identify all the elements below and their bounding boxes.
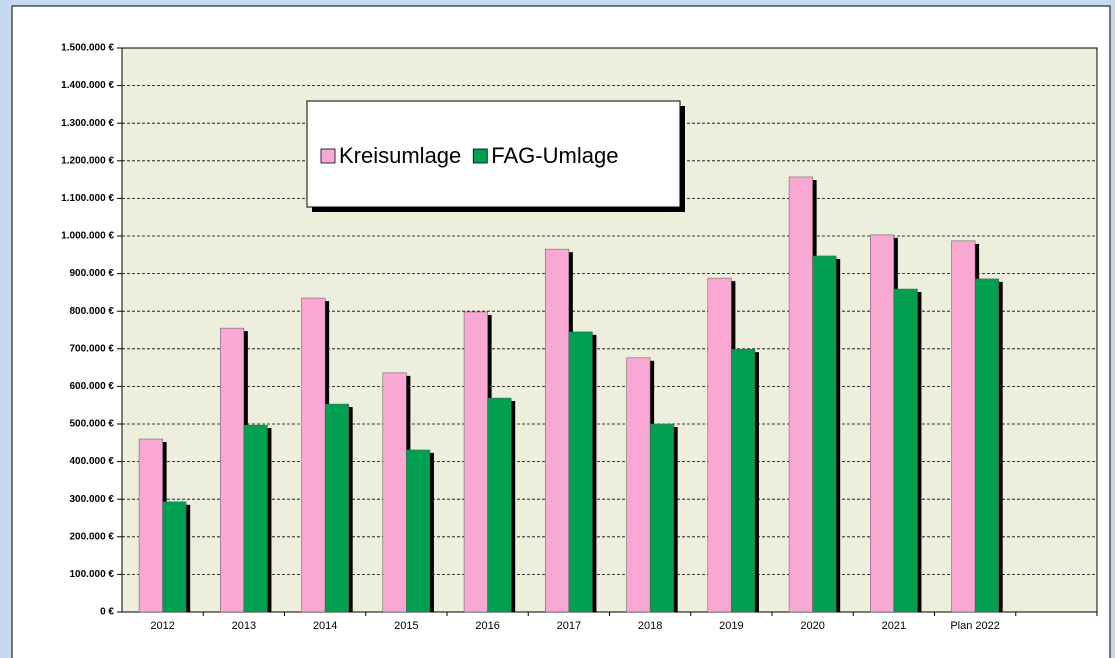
y-tick-label: 100.000 € — [70, 569, 115, 580]
bar — [162, 501, 187, 613]
x-tick-label: 2012 — [150, 620, 174, 632]
y-tick-label: 600.000 € — [70, 381, 115, 392]
x-tick-label: 2017 — [557, 620, 581, 632]
y-tick-label: 1.200.000 € — [61, 155, 114, 166]
x-tick-label: 2014 — [313, 620, 337, 632]
y-tick-label: 1.300.000 € — [61, 118, 114, 129]
legend — [306, 100, 681, 208]
y-tick-label: 0 € — [100, 607, 114, 618]
bar — [893, 288, 918, 613]
bar — [870, 234, 895, 613]
y-tick-label: 700.000 € — [70, 343, 115, 354]
y-tick-label: 900.000 € — [70, 268, 115, 279]
x-tick-label: 2021 — [882, 620, 906, 632]
bar — [788, 176, 813, 613]
bar — [220, 327, 245, 613]
bar — [974, 278, 999, 613]
y-tick-label: 1.100.000 € — [61, 193, 114, 204]
bar — [324, 403, 349, 613]
bar — [406, 449, 431, 613]
bar — [951, 240, 976, 613]
x-tick-label: 2015 — [394, 620, 418, 632]
x-tick-label: 2018 — [638, 620, 662, 632]
x-tick-label: 2016 — [475, 620, 499, 632]
bar — [731, 348, 756, 613]
x-tick-label: 2019 — [719, 620, 743, 632]
legend-label: FAG-Umlage — [491, 143, 618, 168]
y-tick-label: 1.400.000 € — [61, 80, 114, 91]
bar — [382, 372, 407, 613]
y-tick-label: 500.000 € — [70, 419, 115, 430]
x-tick-label: 2013 — [232, 620, 256, 632]
y-tick-label: 300.000 € — [70, 494, 115, 505]
bar — [568, 331, 593, 613]
y-tick-label: 1.500.000 € — [61, 43, 114, 54]
bar — [626, 357, 651, 613]
y-tick-label: 400.000 € — [70, 456, 115, 467]
y-tick-label: 800.000 € — [70, 306, 115, 317]
bar — [812, 255, 837, 613]
bar — [545, 248, 570, 613]
legend-swatch — [320, 148, 336, 164]
x-tick-label: Plan 2022 — [950, 620, 1000, 632]
bar — [138, 438, 163, 613]
legend-label: Kreisumlage — [339, 143, 461, 168]
bar — [649, 423, 674, 613]
y-tick-label: 1.000.000 € — [61, 231, 114, 242]
bar — [707, 277, 732, 613]
bar — [243, 424, 268, 613]
legend-swatch — [472, 148, 488, 164]
bar — [301, 297, 326, 613]
x-tick-label: 2020 — [800, 620, 824, 632]
bar — [463, 311, 488, 613]
y-tick-label: 200.000 € — [70, 531, 115, 542]
bar — [487, 397, 512, 613]
